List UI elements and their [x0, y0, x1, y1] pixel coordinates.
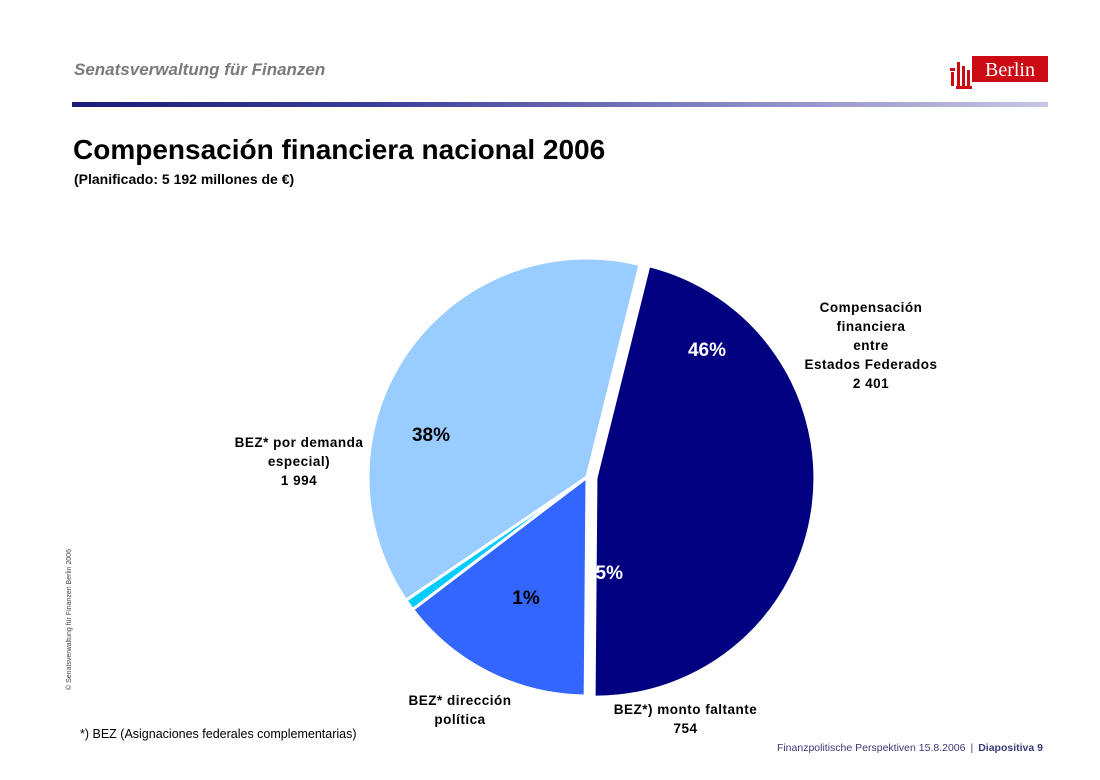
callout-missing-line1: BEZ*) monto faltante — [613, 702, 758, 717]
pie-slice-2 — [411, 475, 589, 698]
footnote: *) BEZ (Asignaciones federales complemen… — [80, 727, 357, 741]
berlin-logo-box — [972, 56, 1048, 82]
page-subtitle: (Planificado: 5 192 millones de €) — [74, 171, 295, 187]
callout-interstate-value: 2 401 — [852, 376, 890, 391]
callout-political: BEZ* dirección política — [395, 691, 525, 729]
pie-percent-label-1: 46% — [688, 340, 726, 361]
pie-percent-label-3: 1% — [512, 588, 540, 609]
organization-name: Senatsverwaltung für Finanzen — [74, 60, 326, 79]
side-copyright: © Senatsverwaltung für Finanzen Berlin 2… — [66, 549, 73, 690]
page-title: Compensación financiera nacional 2006 — [73, 134, 606, 165]
callout-special-value: 1 994 — [280, 473, 318, 488]
callout-special-line1: BEZ* por demanda — [234, 435, 364, 450]
callout-special-line2: especial) — [267, 454, 331, 469]
footer: Finanzpolitische Perspektiven 15.8.2006 |… — [777, 742, 1043, 754]
pie-slice-1 — [592, 264, 817, 699]
callout-missing: BEZ*) monto faltante 754 — [608, 700, 763, 738]
berlin-logo-mark — [950, 62, 972, 89]
pie-percent-label-2: 15% — [585, 563, 623, 584]
pie-percent-label-4: 38% — [412, 425, 450, 446]
pie-slice-4 — [366, 256, 642, 602]
callout-special: BEZ* por demanda especial) 1 994 — [224, 433, 374, 490]
berlin-logo: Berlin — [950, 56, 1048, 89]
footer-slide-number: Diapositiva 9 — [978, 742, 1043, 754]
header-divider — [72, 102, 1048, 107]
berlin-logo-text: Berlin — [985, 59, 1035, 81]
callout-interstate-line2: entre — [853, 338, 889, 353]
callout-political-line1: BEZ* dirección — [408, 693, 512, 708]
callout-interstate-line1: Compensación financiera — [819, 300, 923, 334]
footer-separator: | — [970, 742, 974, 754]
callout-missing-value: 754 — [673, 721, 698, 736]
callout-interstate-line3: Estados Federados — [804, 357, 938, 372]
callout-political-line2: política — [434, 712, 486, 727]
footer-presentation: Finanzpolitische Perspektiven 15.8.2006 — [776, 742, 966, 754]
callout-interstate: Compensación financiera entre Estados Fe… — [786, 298, 956, 393]
